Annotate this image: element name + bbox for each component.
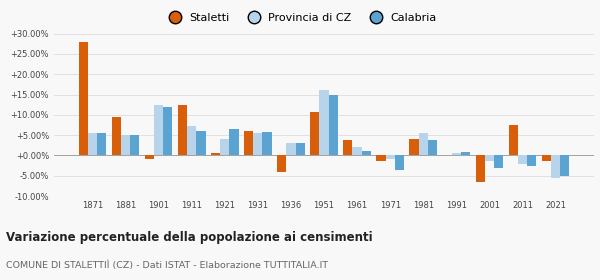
Bar <box>196 131 206 155</box>
Bar <box>220 139 229 155</box>
Bar <box>187 126 196 155</box>
Bar <box>386 155 395 160</box>
Bar <box>163 107 172 155</box>
Bar <box>262 132 272 155</box>
Bar <box>79 42 88 155</box>
Bar <box>485 155 494 162</box>
Bar <box>542 155 551 162</box>
Bar <box>527 155 536 165</box>
Bar <box>88 133 97 155</box>
Bar <box>277 155 286 172</box>
Bar <box>329 95 338 155</box>
Legend: Staletti, Provincia di CZ, Calabria: Staletti, Provincia di CZ, Calabria <box>159 8 441 27</box>
Bar <box>494 155 503 167</box>
Bar <box>428 140 437 155</box>
Bar <box>178 105 187 155</box>
Text: COMUNE DI STALETTIÌ (CZ) - Dati ISTAT - Elaborazione TUTTITALIA.IT: COMUNE DI STALETTIÌ (CZ) - Dati ISTAT - … <box>6 260 328 270</box>
Bar <box>229 129 239 155</box>
Bar <box>97 133 106 155</box>
Bar <box>376 155 386 162</box>
Bar <box>310 111 319 155</box>
Bar <box>476 155 485 182</box>
Bar <box>211 153 220 155</box>
Text: Variazione percentuale della popolazione ai censimenti: Variazione percentuale della popolazione… <box>6 231 373 244</box>
Bar <box>395 155 404 170</box>
Bar <box>286 143 296 155</box>
Bar <box>560 155 569 176</box>
Bar <box>296 143 305 155</box>
Bar <box>352 147 362 155</box>
Bar <box>362 151 371 155</box>
Bar <box>419 133 428 155</box>
Bar <box>343 140 352 155</box>
Bar <box>145 155 154 160</box>
Bar <box>461 152 470 155</box>
Bar <box>409 139 419 155</box>
Bar <box>244 131 253 155</box>
Bar <box>551 155 560 178</box>
Bar <box>130 135 139 155</box>
Bar <box>253 133 262 155</box>
Bar <box>319 90 329 155</box>
Bar <box>154 105 163 155</box>
Bar <box>121 135 130 155</box>
Bar <box>112 117 121 155</box>
Bar <box>452 153 461 155</box>
Bar <box>509 125 518 155</box>
Bar <box>518 155 527 164</box>
